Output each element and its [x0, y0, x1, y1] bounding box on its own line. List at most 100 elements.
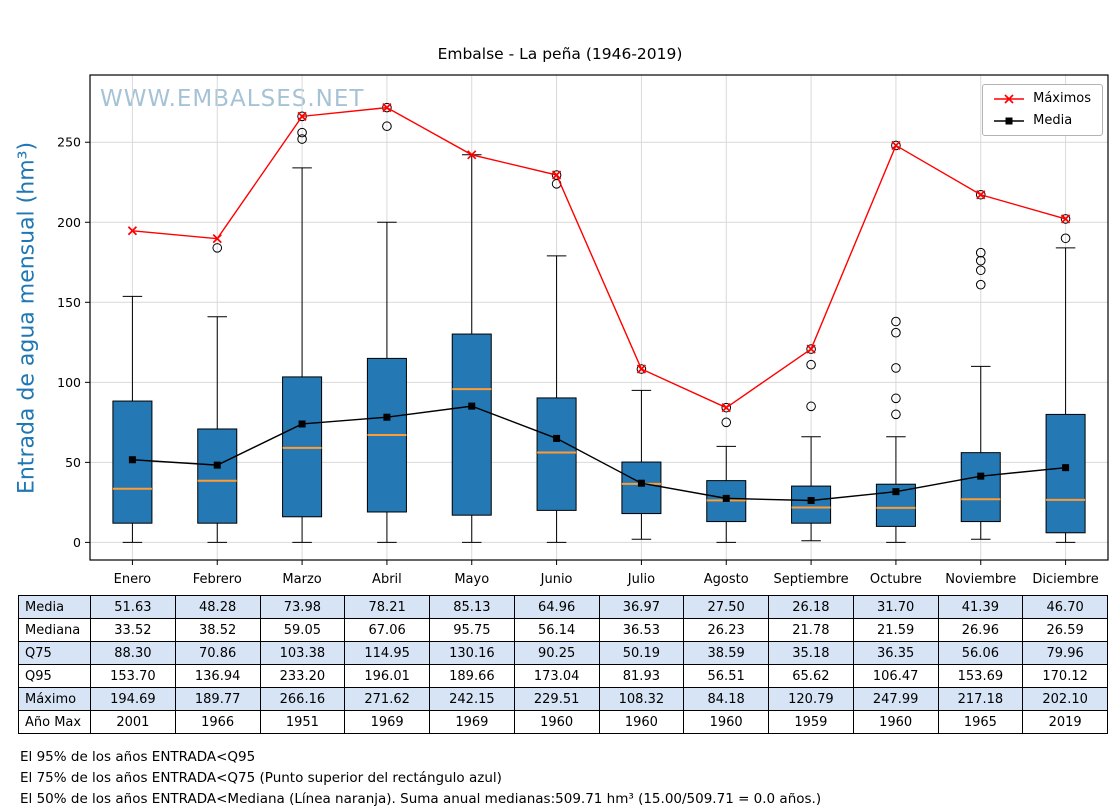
table-cell: 136.94 — [174, 664, 261, 688]
x-marker — [127, 226, 138, 236]
table-cell: 95.75 — [429, 618, 515, 642]
table-cell: 64.96 — [513, 595, 600, 619]
outlier-point — [891, 316, 901, 327]
square-marker — [722, 494, 730, 502]
table-cell: 189.66 — [429, 664, 515, 688]
table-cell: 153.69 — [937, 664, 1024, 688]
x-marker-icon — [1004, 93, 1014, 104]
x-tick-label: Diciembre — [1032, 572, 1098, 587]
table-cell: 217.18 — [937, 687, 1024, 711]
legend-item-maximos: Máximos — [992, 91, 1091, 106]
row-label: Máximo — [18, 687, 91, 711]
x-tick-label: Octubre — [870, 572, 922, 587]
chart-area: WWW.EMBALSES.NET 0 50 100 150 200 250 Enero Feb… — [15, 45, 1109, 587]
series-line — [132, 106, 1066, 409]
table-cell: 35.18 — [768, 641, 854, 665]
x-tick-label: Agosto — [704, 572, 749, 587]
y-tick-label: 100 — [57, 375, 81, 390]
row-label: Mediana — [18, 618, 91, 642]
table-cell: 1966 — [174, 710, 261, 734]
square-marker — [807, 496, 815, 504]
footnotes: El 95% de los años ENTRADA<Q95 El 75% de… — [20, 747, 821, 810]
table-cell: 1965 — [937, 710, 1024, 734]
table-cell: 130.16 — [429, 641, 515, 665]
x-tick-label: Febrero — [193, 572, 242, 587]
outlier-point — [806, 344, 816, 354]
box-septiembre — [791, 344, 832, 542]
table-cell: 1969 — [429, 710, 515, 734]
table-cell: 65.62 — [768, 664, 854, 688]
x-marker — [551, 170, 562, 180]
square-marker — [383, 413, 391, 421]
table-cell: 229.51 — [513, 687, 600, 711]
iqr-box — [536, 397, 577, 511]
outlier-point — [297, 134, 307, 144]
x-marker — [297, 111, 307, 121]
table-cell: 170.12 — [1022, 664, 1108, 688]
y-tick-label: 200 — [57, 215, 81, 230]
box-junio — [536, 170, 577, 543]
square-marker — [553, 434, 561, 442]
table-row-q75: Q75 88.30 70.86 103.38 114.95 130.16 90.25 50.1… — [18, 641, 1108, 665]
square-marker — [213, 461, 221, 469]
table-cell: 26.96 — [937, 618, 1024, 642]
square-marker — [637, 479, 645, 487]
table-cell: 31.70 — [852, 595, 939, 619]
row-label: Q95 — [18, 664, 91, 688]
x-marker — [721, 403, 731, 413]
series-media — [128, 402, 1070, 504]
iqr-box — [451, 333, 492, 516]
table-cell: 48.28 — [174, 595, 261, 619]
outlier-point — [721, 402, 732, 413]
iqr-box — [960, 452, 1001, 523]
table-cell: 1969 — [344, 710, 430, 734]
x-tick-label: Abril — [372, 572, 402, 587]
table-cell: 70.86 — [174, 641, 261, 665]
table-cell: 88.30 — [90, 641, 176, 665]
table-row-q95: Q95 153.70 136.94 233.20 196.01 189.66 173.04 8… — [18, 664, 1108, 688]
x-tick-label: Julio — [627, 572, 655, 587]
box-noviembre — [960, 189, 1001, 540]
x-tick-label: Septiembre — [773, 572, 848, 587]
outlier-point — [806, 359, 816, 370]
table-cell: 196.01 — [344, 664, 430, 688]
outlier-point — [891, 409, 901, 420]
outlier-point — [975, 189, 986, 200]
x-marker — [636, 364, 647, 374]
table-cell: 1960 — [513, 710, 600, 734]
iqr-box — [1045, 413, 1086, 534]
table-cell: 78.21 — [344, 595, 430, 619]
table-cell: 50.19 — [598, 641, 685, 665]
table-cell: 271.62 — [344, 687, 430, 711]
table-cell: 59.05 — [259, 618, 346, 642]
table-cell: 120.79 — [768, 687, 854, 711]
table-cell: 242.15 — [429, 687, 515, 711]
x-marker — [382, 103, 392, 113]
grid — [90, 75, 1108, 560]
plot-frame — [89, 74, 1109, 561]
chart-title: Embalse - La peña (1946-2019) — [437, 45, 683, 63]
table-cell: 2019 — [1022, 710, 1108, 734]
table-cell: 202.10 — [1022, 687, 1108, 711]
statistics-table: Media 51.63 48.28 73.98 78.21 85.13 64.96 36.97… — [18, 595, 1108, 734]
y-tick-label: 50 — [65, 455, 81, 470]
square-marker — [977, 472, 985, 480]
box-diciembre — [1045, 214, 1086, 543]
series-maximos — [127, 103, 1071, 413]
table-cell: 1960 — [683, 710, 769, 734]
outlier-point — [297, 127, 307, 138]
outlier-point — [891, 140, 901, 151]
table-cell: 56.51 — [683, 664, 769, 688]
table-cell: 38.52 — [174, 618, 261, 642]
table-cell: 26.23 — [683, 618, 769, 642]
watermark: WWW.EMBALSES.NET — [100, 86, 365, 112]
square-marker — [468, 402, 476, 410]
table-cell: 56.06 — [937, 641, 1024, 665]
table-cell: 266.16 — [259, 687, 346, 711]
square-marker-icon — [1005, 117, 1013, 124]
table-cell: 1960 — [598, 710, 685, 734]
table-cell: 21.59 — [852, 618, 939, 642]
table-cell: 36.53 — [598, 618, 685, 642]
iqr-box — [197, 428, 238, 524]
box-mayo — [451, 154, 492, 543]
